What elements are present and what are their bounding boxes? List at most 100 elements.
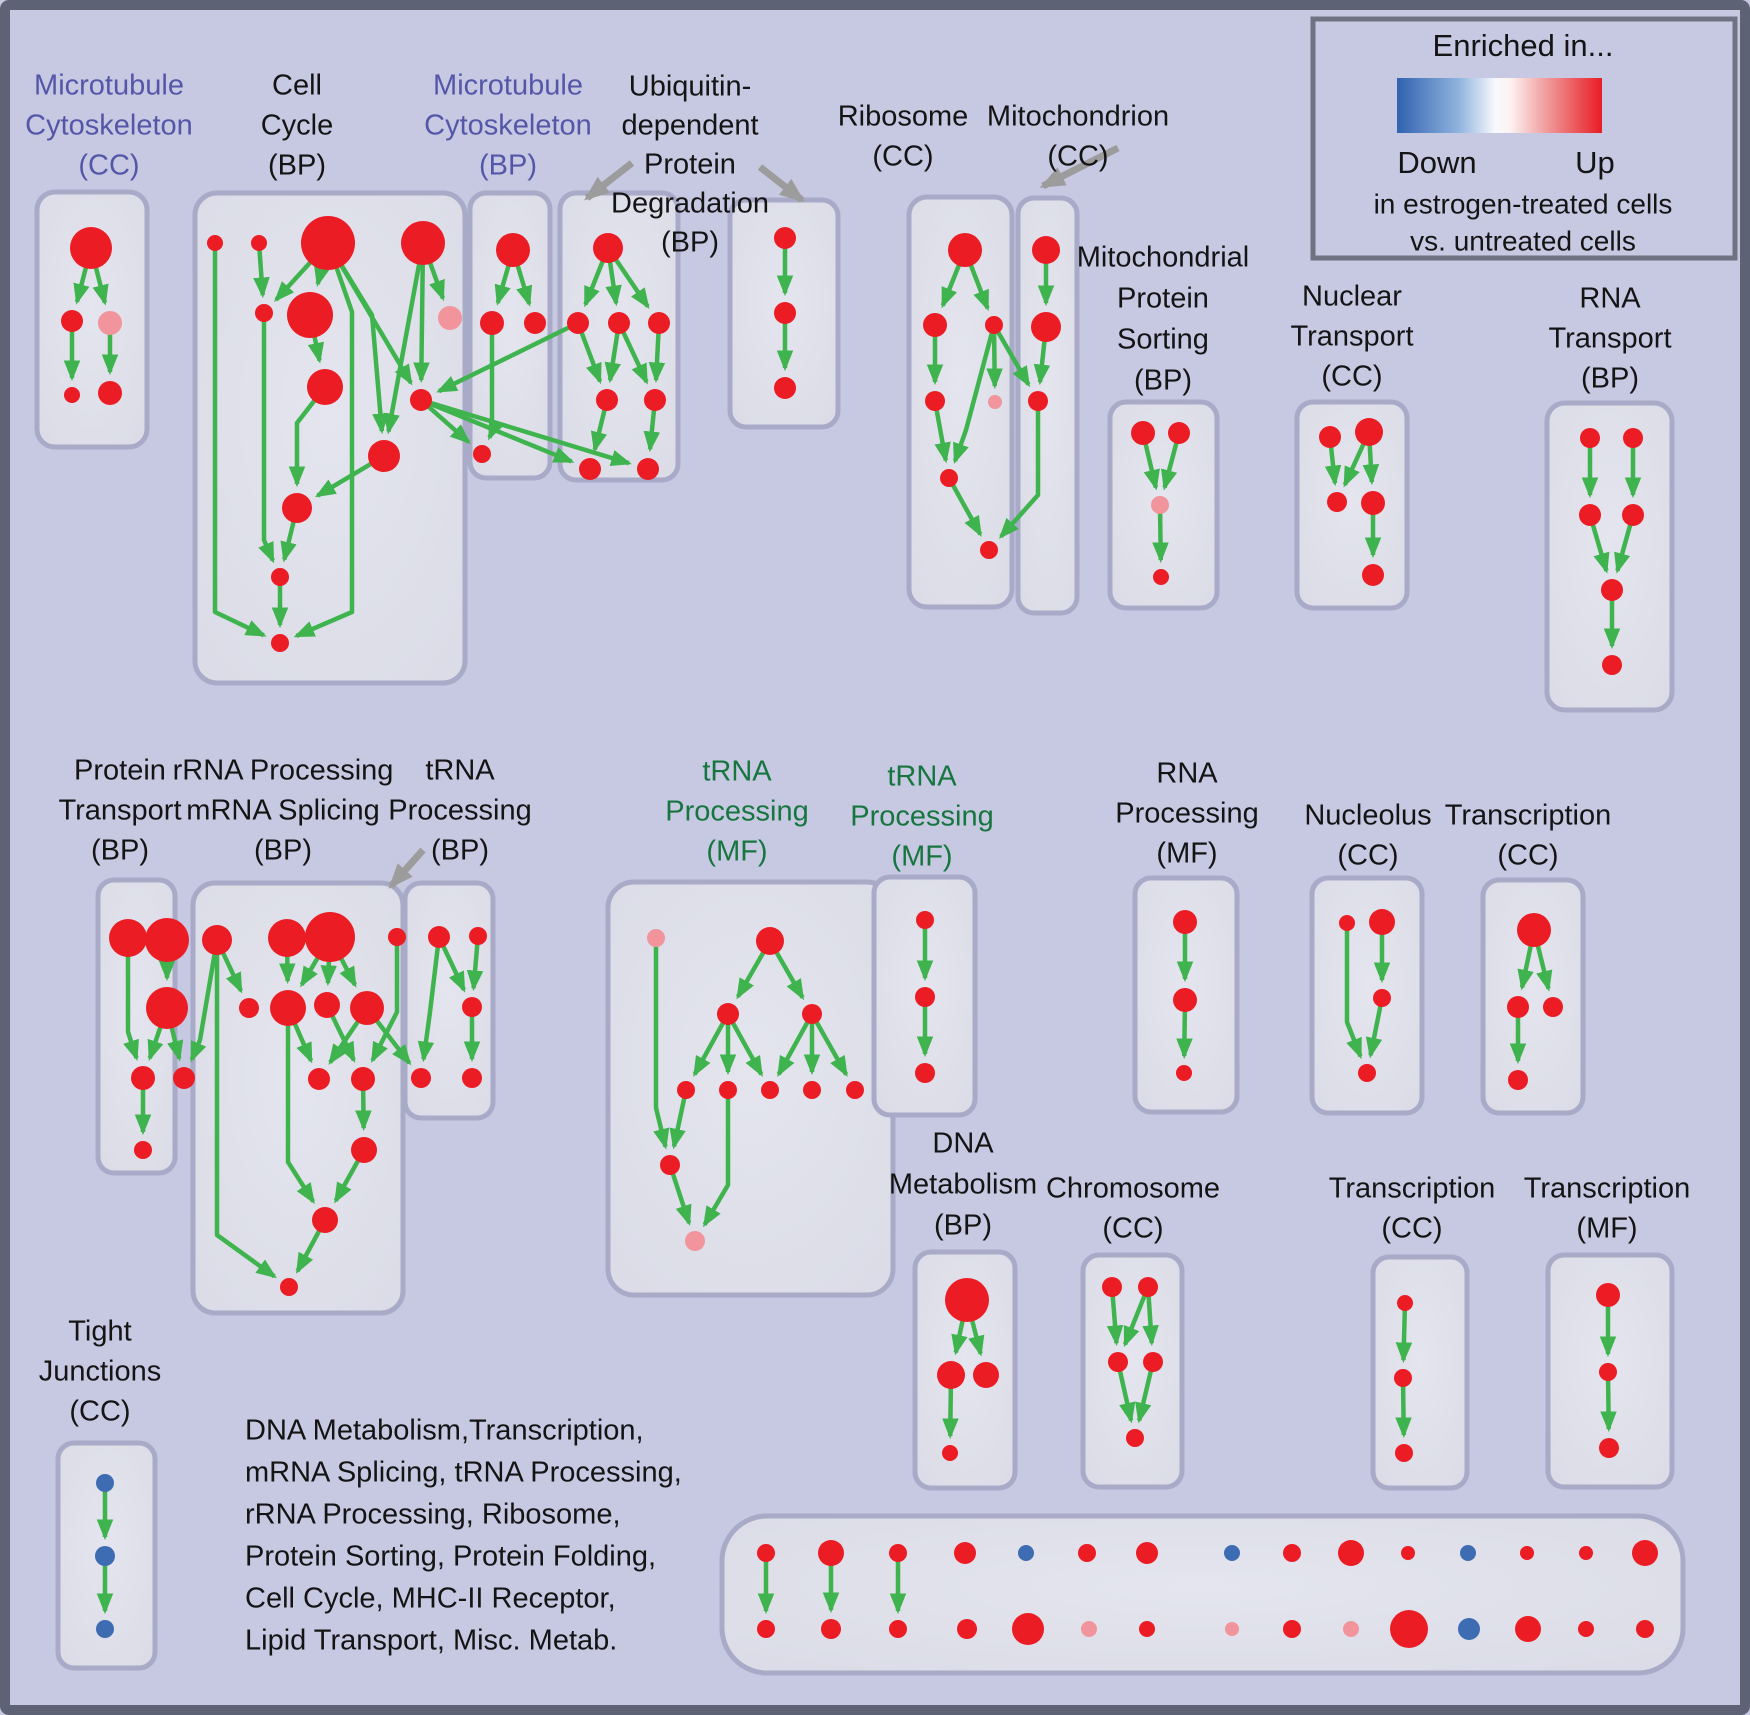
go-term-node	[473, 445, 491, 463]
cluster-label: (CC)	[1381, 1213, 1442, 1245]
go-term-node	[637, 458, 659, 480]
legend-gradient-bar	[1397, 78, 1602, 133]
go-term-node	[462, 997, 482, 1017]
go-term-node	[131, 1066, 155, 1090]
go-term-node	[98, 381, 122, 405]
go-term-node	[1369, 909, 1395, 935]
hierarchy-edge	[326, 241, 389, 435]
go-term-node	[271, 634, 289, 652]
go-term-node	[496, 233, 530, 267]
cluster-label: Ribosome	[838, 101, 969, 133]
go-term-node	[1012, 1613, 1044, 1645]
go-term-node	[462, 1068, 482, 1088]
hierarchy-edge	[253, 242, 270, 299]
hierarchy-edge	[413, 242, 430, 384]
cluster-box	[1294, 399, 1410, 611]
hierarchy-edge	[189, 939, 220, 1063]
hierarchy-edge	[285, 1008, 316, 1205]
hierarchy-edges	[63, 238, 1642, 1615]
go-term-node	[980, 541, 998, 559]
hierarchy-edge	[383, 242, 426, 435]
go-term-node	[973, 1362, 999, 1388]
cluster-label: tRNA	[887, 761, 957, 793]
go-term-node	[1395, 1444, 1413, 1462]
go-term-node	[644, 389, 666, 411]
go-term-node	[1081, 1621, 1097, 1637]
go-term-node	[889, 1620, 907, 1638]
hierarchy-edge	[986, 324, 1003, 390]
hierarchy-edge	[436, 320, 579, 394]
go-term-node	[207, 235, 223, 251]
go-term-node	[1373, 989, 1391, 1007]
cluster-label: (CC)	[1102, 1213, 1163, 1245]
go-term-node	[685, 1231, 705, 1251]
go-term-node	[282, 493, 312, 523]
cluster-label: (CC)	[78, 150, 139, 182]
hierarchy-edge	[776, 1012, 814, 1077]
annotation-arrow	[584, 160, 635, 201]
go-term-node	[401, 221, 445, 265]
go-term-node	[821, 1619, 841, 1639]
legend-down-label: Down	[1397, 145, 1476, 180]
cluster-label: dependent	[621, 110, 758, 142]
footer-line: rRNA Processing, Ribosome,	[245, 1499, 621, 1531]
go-term-node	[1515, 1616, 1541, 1642]
footer-line: Cell Cycle, MHC-II Receptor,	[245, 1583, 616, 1615]
go-term-node	[251, 235, 267, 251]
cluster-label: (CC)	[1321, 361, 1382, 393]
go-term-node	[1126, 1429, 1144, 1447]
go-term-node	[308, 1068, 330, 1090]
go-term-node	[1596, 1283, 1620, 1307]
go-term-node	[757, 1544, 775, 1562]
cluster-label: (MF)	[706, 836, 767, 868]
go-term-node	[314, 992, 340, 1018]
cluster-label: Junctions	[39, 1356, 162, 1388]
go-term-node	[916, 911, 934, 929]
go-term-node	[1397, 1295, 1413, 1311]
hierarchy-edge	[1395, 1302, 1413, 1364]
go-term-node	[1579, 1546, 1593, 1560]
go-term-node	[803, 1081, 821, 1099]
go-term-node	[1636, 1620, 1654, 1638]
go-term-node	[1362, 564, 1384, 586]
go-term-node	[889, 1544, 907, 1562]
cluster-labels: Microtubule Cytoskeleton (CC) Cell Cycle (BP)…	[25, 70, 1690, 1428]
legend-subtitle: in estrogen-treated cells	[1374, 188, 1673, 219]
go-term-node	[388, 928, 406, 946]
go-term-node	[940, 469, 958, 487]
cluster-label: DNA	[932, 1128, 994, 1160]
hierarchy-edge	[932, 400, 951, 464]
go-term-node	[1173, 910, 1197, 934]
cluster-label: (BP)	[91, 835, 149, 867]
cluster-box	[34, 189, 150, 450]
go-term-node	[1173, 988, 1197, 1012]
go-term-node	[1507, 996, 1529, 1018]
go-term-node	[677, 1081, 695, 1099]
go-term-node	[948, 233, 982, 267]
go-term-node	[410, 389, 432, 411]
go-term-node	[1102, 1277, 1122, 1297]
go-term-node	[1632, 1540, 1658, 1566]
hierarchy-edge	[214, 940, 277, 1279]
go-term-node	[923, 313, 947, 337]
hierarchy-edge	[810, 1012, 849, 1078]
go-term-node	[1031, 312, 1061, 342]
cluster-label: (MF)	[891, 841, 952, 873]
go-term-node	[134, 1141, 152, 1159]
cluster-label: Microtubule	[34, 70, 184, 102]
hierarchy-edge	[692, 1012, 730, 1077]
go-term-node	[757, 1620, 775, 1638]
legend-subtitle: vs. untreated cells	[1410, 225, 1636, 256]
cluster-label: Processing	[850, 801, 993, 833]
go-term-node	[1361, 491, 1385, 515]
go-term-node	[1599, 1438, 1619, 1458]
hierarchy-edge	[947, 476, 983, 537]
cluster-label: (MF)	[1576, 1213, 1637, 1245]
go-term-node	[202, 925, 232, 955]
cluster-box	[1309, 875, 1425, 1116]
go-term-node	[145, 918, 189, 962]
go-term-node	[109, 919, 147, 957]
